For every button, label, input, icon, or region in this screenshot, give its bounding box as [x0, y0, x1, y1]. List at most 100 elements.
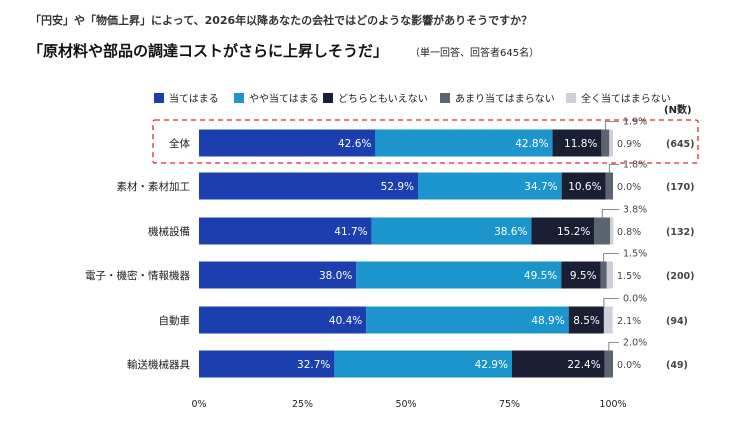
legend-swatch-4	[440, 92, 450, 103]
category-label: 自動車	[159, 314, 191, 327]
data-label: 40.4%	[329, 315, 362, 327]
data-label: 49.5%	[524, 270, 557, 282]
bar-segment	[418, 172, 562, 200]
data-label: 0.0%	[617, 360, 641, 371]
category-label: 電子・機密・情報機器	[85, 269, 190, 282]
bar-segment	[600, 261, 607, 289]
bar-segment	[606, 261, 613, 289]
data-label: 34.7%	[524, 181, 557, 193]
bar-segment	[604, 350, 613, 378]
legend-swatch-3	[323, 92, 333, 103]
legend-label-4: あまり当てはまらない	[455, 94, 555, 105]
sample-note: （単一回答、回答者645名）	[410, 48, 540, 59]
bar-segment	[199, 172, 419, 200]
bar-segment	[199, 306, 367, 334]
x-tick-label: 0%	[191, 399, 206, 410]
legend: 当てはまる やや当てはまる どちらともいえない あまり当てはまらない 全く当ては…	[0, 90, 750, 106]
bar-segment	[561, 172, 606, 200]
legend-label-3: どちらともいえない	[338, 94, 428, 105]
data-label: 0.0%	[623, 294, 647, 305]
legend-swatch-1	[154, 92, 164, 103]
category-label: 機械設備	[148, 225, 190, 238]
n-count-label: (49)	[666, 360, 688, 371]
data-label: 42.9%	[475, 359, 508, 371]
leader-line	[601, 209, 619, 219]
legend-item-4: あまり当てはまらない	[440, 90, 555, 105]
data-label: 10.6%	[568, 181, 601, 193]
legend-swatch-2	[234, 92, 244, 103]
data-label: 1.5%	[617, 271, 641, 282]
data-label: 3.8%	[623, 205, 647, 216]
legend-item-1: 当てはまる	[154, 90, 219, 105]
bar-segment	[568, 306, 604, 334]
data-label: 0.8%	[617, 227, 641, 238]
n-count-label: (645)	[666, 139, 695, 150]
highlight-box	[152, 119, 699, 164]
bar-segment	[603, 306, 613, 334]
n-count-label: (200)	[666, 271, 695, 282]
bar-segment	[594, 217, 611, 245]
data-label: 1.9%	[623, 117, 647, 128]
data-label: 1.5%	[623, 249, 647, 260]
bar-segment	[375, 129, 553, 157]
n-count-label: (94)	[666, 316, 688, 327]
data-label: 2.1%	[617, 316, 641, 327]
n-count-label: (132)	[666, 227, 695, 238]
bar-segment	[610, 217, 614, 245]
category-label: 素材・素材加工	[117, 180, 191, 193]
n-count-label: (170)	[666, 182, 695, 193]
bar-segment	[356, 261, 562, 289]
bar-segment	[531, 217, 595, 245]
x-tick-label: 50%	[395, 399, 416, 410]
data-label: 0.9%	[617, 139, 641, 150]
legend-item-2: やや当てはまる	[234, 90, 319, 105]
legend-label-5: 全く当てはまらない	[581, 94, 671, 105]
bar-segment	[561, 261, 601, 289]
data-label: 38.0%	[319, 270, 352, 282]
x-tick-label: 100%	[599, 399, 626, 410]
bar-segment	[199, 217, 372, 245]
data-label: 42.6%	[338, 138, 371, 150]
n-count-header: (N数)	[664, 105, 692, 116]
bar-segment	[552, 129, 602, 157]
data-label: 42.8%	[515, 138, 548, 150]
data-label: 38.6%	[494, 226, 527, 238]
leader-line	[608, 342, 619, 352]
data-label: 2.0%	[623, 338, 647, 349]
bar-segment	[605, 172, 613, 200]
bar-segment	[371, 217, 532, 245]
data-label: 15.2%	[557, 226, 590, 238]
category-label: 輸送機械器具	[127, 358, 190, 371]
category-label: 全体	[169, 137, 190, 150]
x-tick-label: 75%	[499, 399, 520, 410]
legend-label-1: 当てはまる	[169, 94, 219, 105]
bar-segment	[511, 350, 605, 378]
leader-line	[604, 121, 619, 131]
data-label: 52.9%	[381, 181, 414, 193]
bar-segment	[334, 350, 512, 378]
survey-question: 「円安」や「物価上昇」によって、2026年以降あなたの会社ではどのような影響があ…	[30, 14, 533, 27]
data-label: 8.5%	[573, 315, 600, 327]
bar-segment	[609, 129, 613, 157]
legend-label-2: やや当てはまる	[249, 94, 319, 105]
bar-segment	[601, 129, 610, 157]
data-label: 48.9%	[531, 315, 564, 327]
data-label: 0.0%	[617, 182, 641, 193]
bar-segment	[199, 129, 376, 157]
bar-segment	[199, 261, 357, 289]
data-label: 41.7%	[334, 226, 367, 238]
bar-segment	[366, 306, 569, 334]
chart-headline: 「原材料や部品の調達コストがさらに上昇しそうだ」	[28, 42, 389, 60]
data-label: 22.4%	[567, 359, 600, 371]
leader-line	[603, 298, 619, 308]
bar-segment	[199, 350, 335, 378]
data-label: 32.7%	[297, 359, 330, 371]
leader-line	[603, 253, 619, 263]
legend-item-5: 全く当てはまらない	[566, 90, 671, 105]
leader-line	[608, 164, 619, 174]
legend-item-3: どちらともいえない	[323, 90, 428, 105]
data-label: 9.5%	[570, 270, 597, 282]
legend-swatch-5	[566, 92, 576, 103]
data-label: 1.8%	[623, 160, 647, 171]
